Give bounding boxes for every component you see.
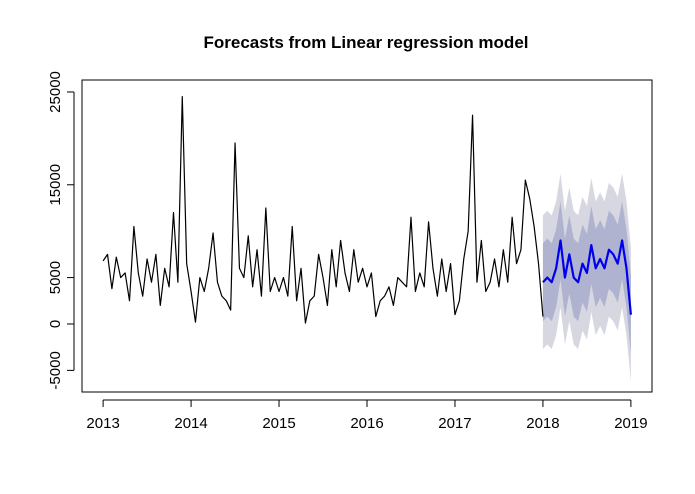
x-tick-label: 2015 [262,415,295,432]
x-tick-label: 2017 [438,415,471,432]
x-tick-label: 2019 [614,415,647,432]
forecast-line [542,239,632,315]
y-tick-label: 25000 [47,71,64,113]
y-tick-label: 5000 [47,261,64,294]
prediction-interval [542,201,631,354]
y-tick-label: 0 [47,320,64,328]
y-tick-label: -5000 [47,351,64,389]
chart-title: Forecasts from Linear regression model [204,33,529,52]
history-line [102,96,544,324]
x-tick-label: 2018 [526,415,559,432]
x-tick-label: 2016 [350,415,383,432]
x-tick-label: 2013 [86,415,119,432]
x-tick-label: 2014 [174,415,207,432]
y-tick-label: 15000 [47,164,64,206]
plot-box [81,79,653,393]
